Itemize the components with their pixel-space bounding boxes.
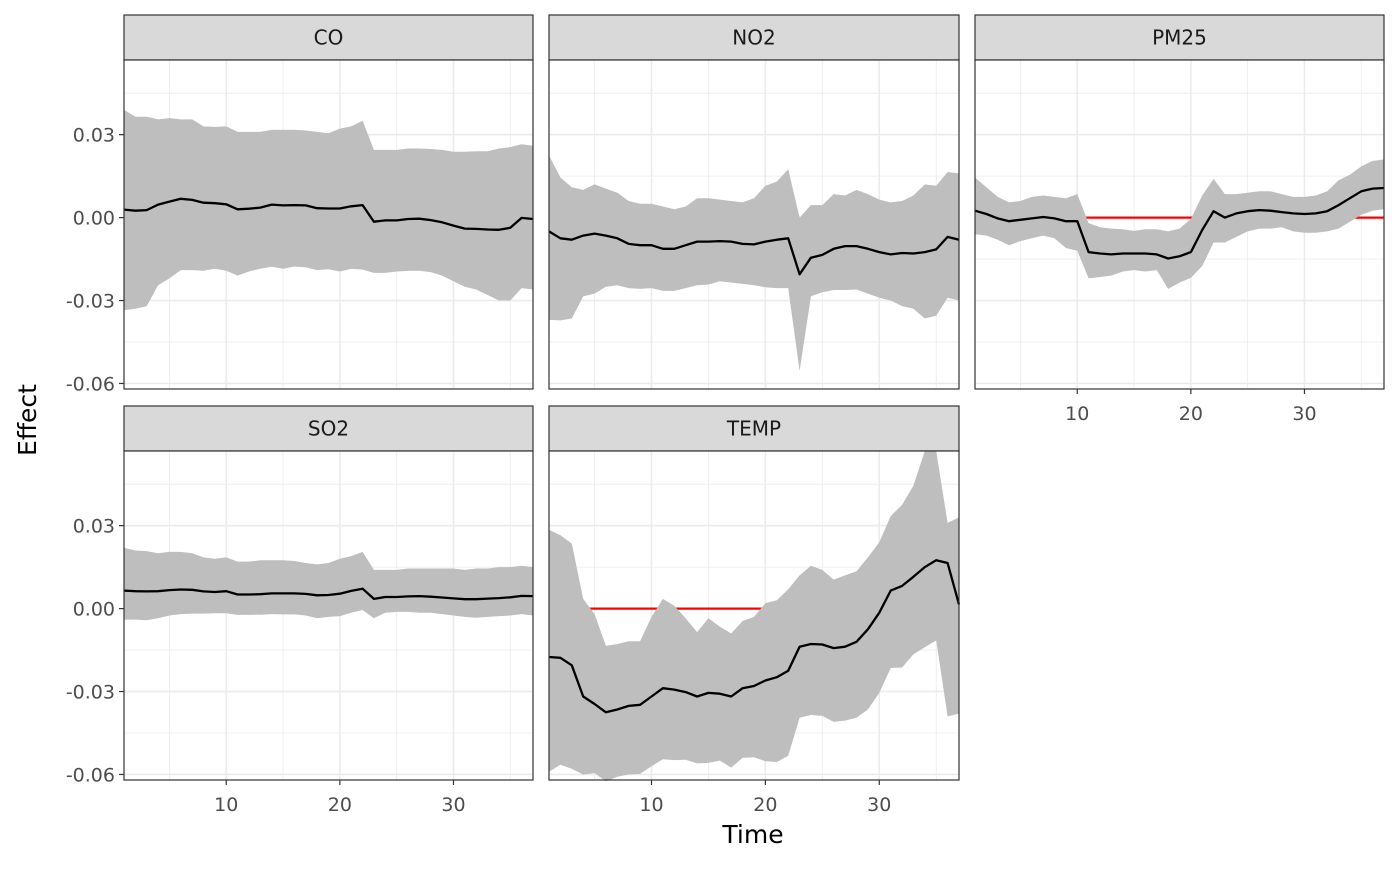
confidence-band-so2 [124,547,533,621]
y-tick-label: 0.03 [73,516,115,538]
x-tick-label: 10 [1065,403,1089,425]
x-tick-label: 20 [328,794,352,816]
y-tick-label: 0.03 [73,125,115,147]
confidence-band-no2 [549,155,959,371]
panel-so2: SO2 [123,405,534,781]
estimate-line-co [123,197,534,231]
strip-so2 [123,405,534,452]
panel-co: CO [123,14,534,390]
strip-label-co: CO [314,26,344,50]
strip-label-pm25: PM25 [1152,26,1207,50]
strip-label-temp: TEMP [726,417,781,441]
x-axis-title: Time [721,820,783,849]
confidence-band-temp [549,451,959,782]
facet-panels: CO NO2 PM25 SO2 TEMP [123,14,1385,782]
y-tick-label: 0.00 [73,208,115,230]
strip-label-no2: NO2 [732,26,775,50]
y-tick-label: 0.00 [73,599,115,621]
confidence-band-pm25 [975,159,1384,289]
y-tick-label: -0.03 [66,682,115,704]
panel-border-no2 [548,59,960,390]
estimate-line-so2 [123,587,534,601]
x-tick-label: 20 [1179,403,1203,425]
y-tick-label: -0.06 [66,373,115,395]
panel-border-so2 [123,450,534,781]
x-tick-label: 30 [1292,403,1316,425]
confidence-band-co [124,109,533,311]
estimate-line-temp [548,559,961,714]
x-tick-label: 10 [639,794,663,816]
y-tick-label: -0.03 [66,291,115,313]
strip-temp [548,405,960,452]
y-axis-title: Effect [13,384,42,456]
x-tick-label: 30 [867,794,891,816]
strip-pm25 [974,14,1385,61]
panel-pm25: PM25 [974,14,1385,390]
strip-label-so2: SO2 [308,417,349,441]
strip-co [123,14,534,61]
x-tick-label: 20 [753,794,777,816]
panel-border-co [123,59,534,390]
panel-no2: NO2 [548,14,960,390]
x-tick-label: 30 [441,794,465,816]
panel-temp: TEMP [548,405,961,782]
estimate-line-pm25 [974,186,1385,260]
x-tick-label: 10 [214,794,238,816]
y-tick-label: -0.06 [66,764,115,786]
panel-border-pm25 [974,59,1385,390]
panel-border-temp [548,450,960,781]
estimate-line-no2 [548,230,960,276]
axes: -0.06 -0.03 0.00 0.03 10 20 30 -0.06 -0.03 0.00 0.… [66,125,1317,816]
